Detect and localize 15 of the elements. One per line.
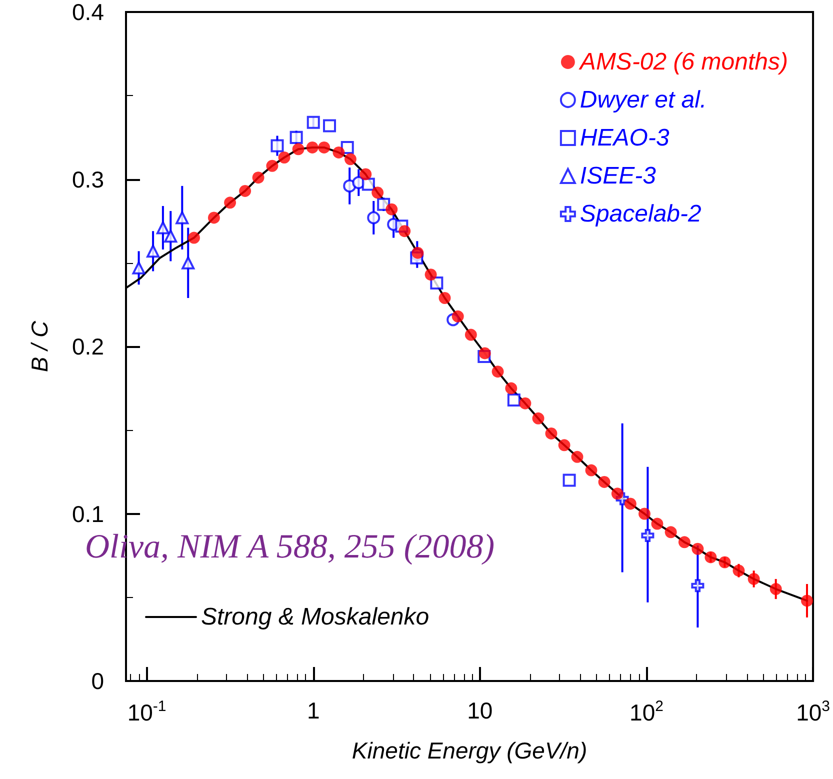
y-tick-label: 0 bbox=[91, 668, 104, 694]
legend-label: Spacelab-2 bbox=[580, 200, 702, 228]
x-tick-label: 1 bbox=[306, 698, 320, 724]
legend-label: AMS-02 (6 months) bbox=[578, 48, 788, 76]
y-axis-title: B / C bbox=[26, 320, 52, 372]
y-tick-label: 0.2 bbox=[72, 334, 104, 360]
x-tick-label: 10 bbox=[467, 698, 493, 724]
legend-label: Dwyer et al. bbox=[580, 86, 707, 114]
y-tick-label: 0.4 bbox=[72, 0, 104, 25]
legend-label: ISEE-3 bbox=[580, 162, 657, 190]
y-tick-label: 0.1 bbox=[72, 500, 104, 527]
legend-label: HEAO-3 bbox=[580, 124, 670, 152]
y-tick-label: 0.3 bbox=[72, 166, 104, 192]
legend-label: Strong & Moskalenko bbox=[201, 604, 430, 630]
x-axis-title: Kinetic Energy (GeV/n) bbox=[352, 738, 588, 764]
